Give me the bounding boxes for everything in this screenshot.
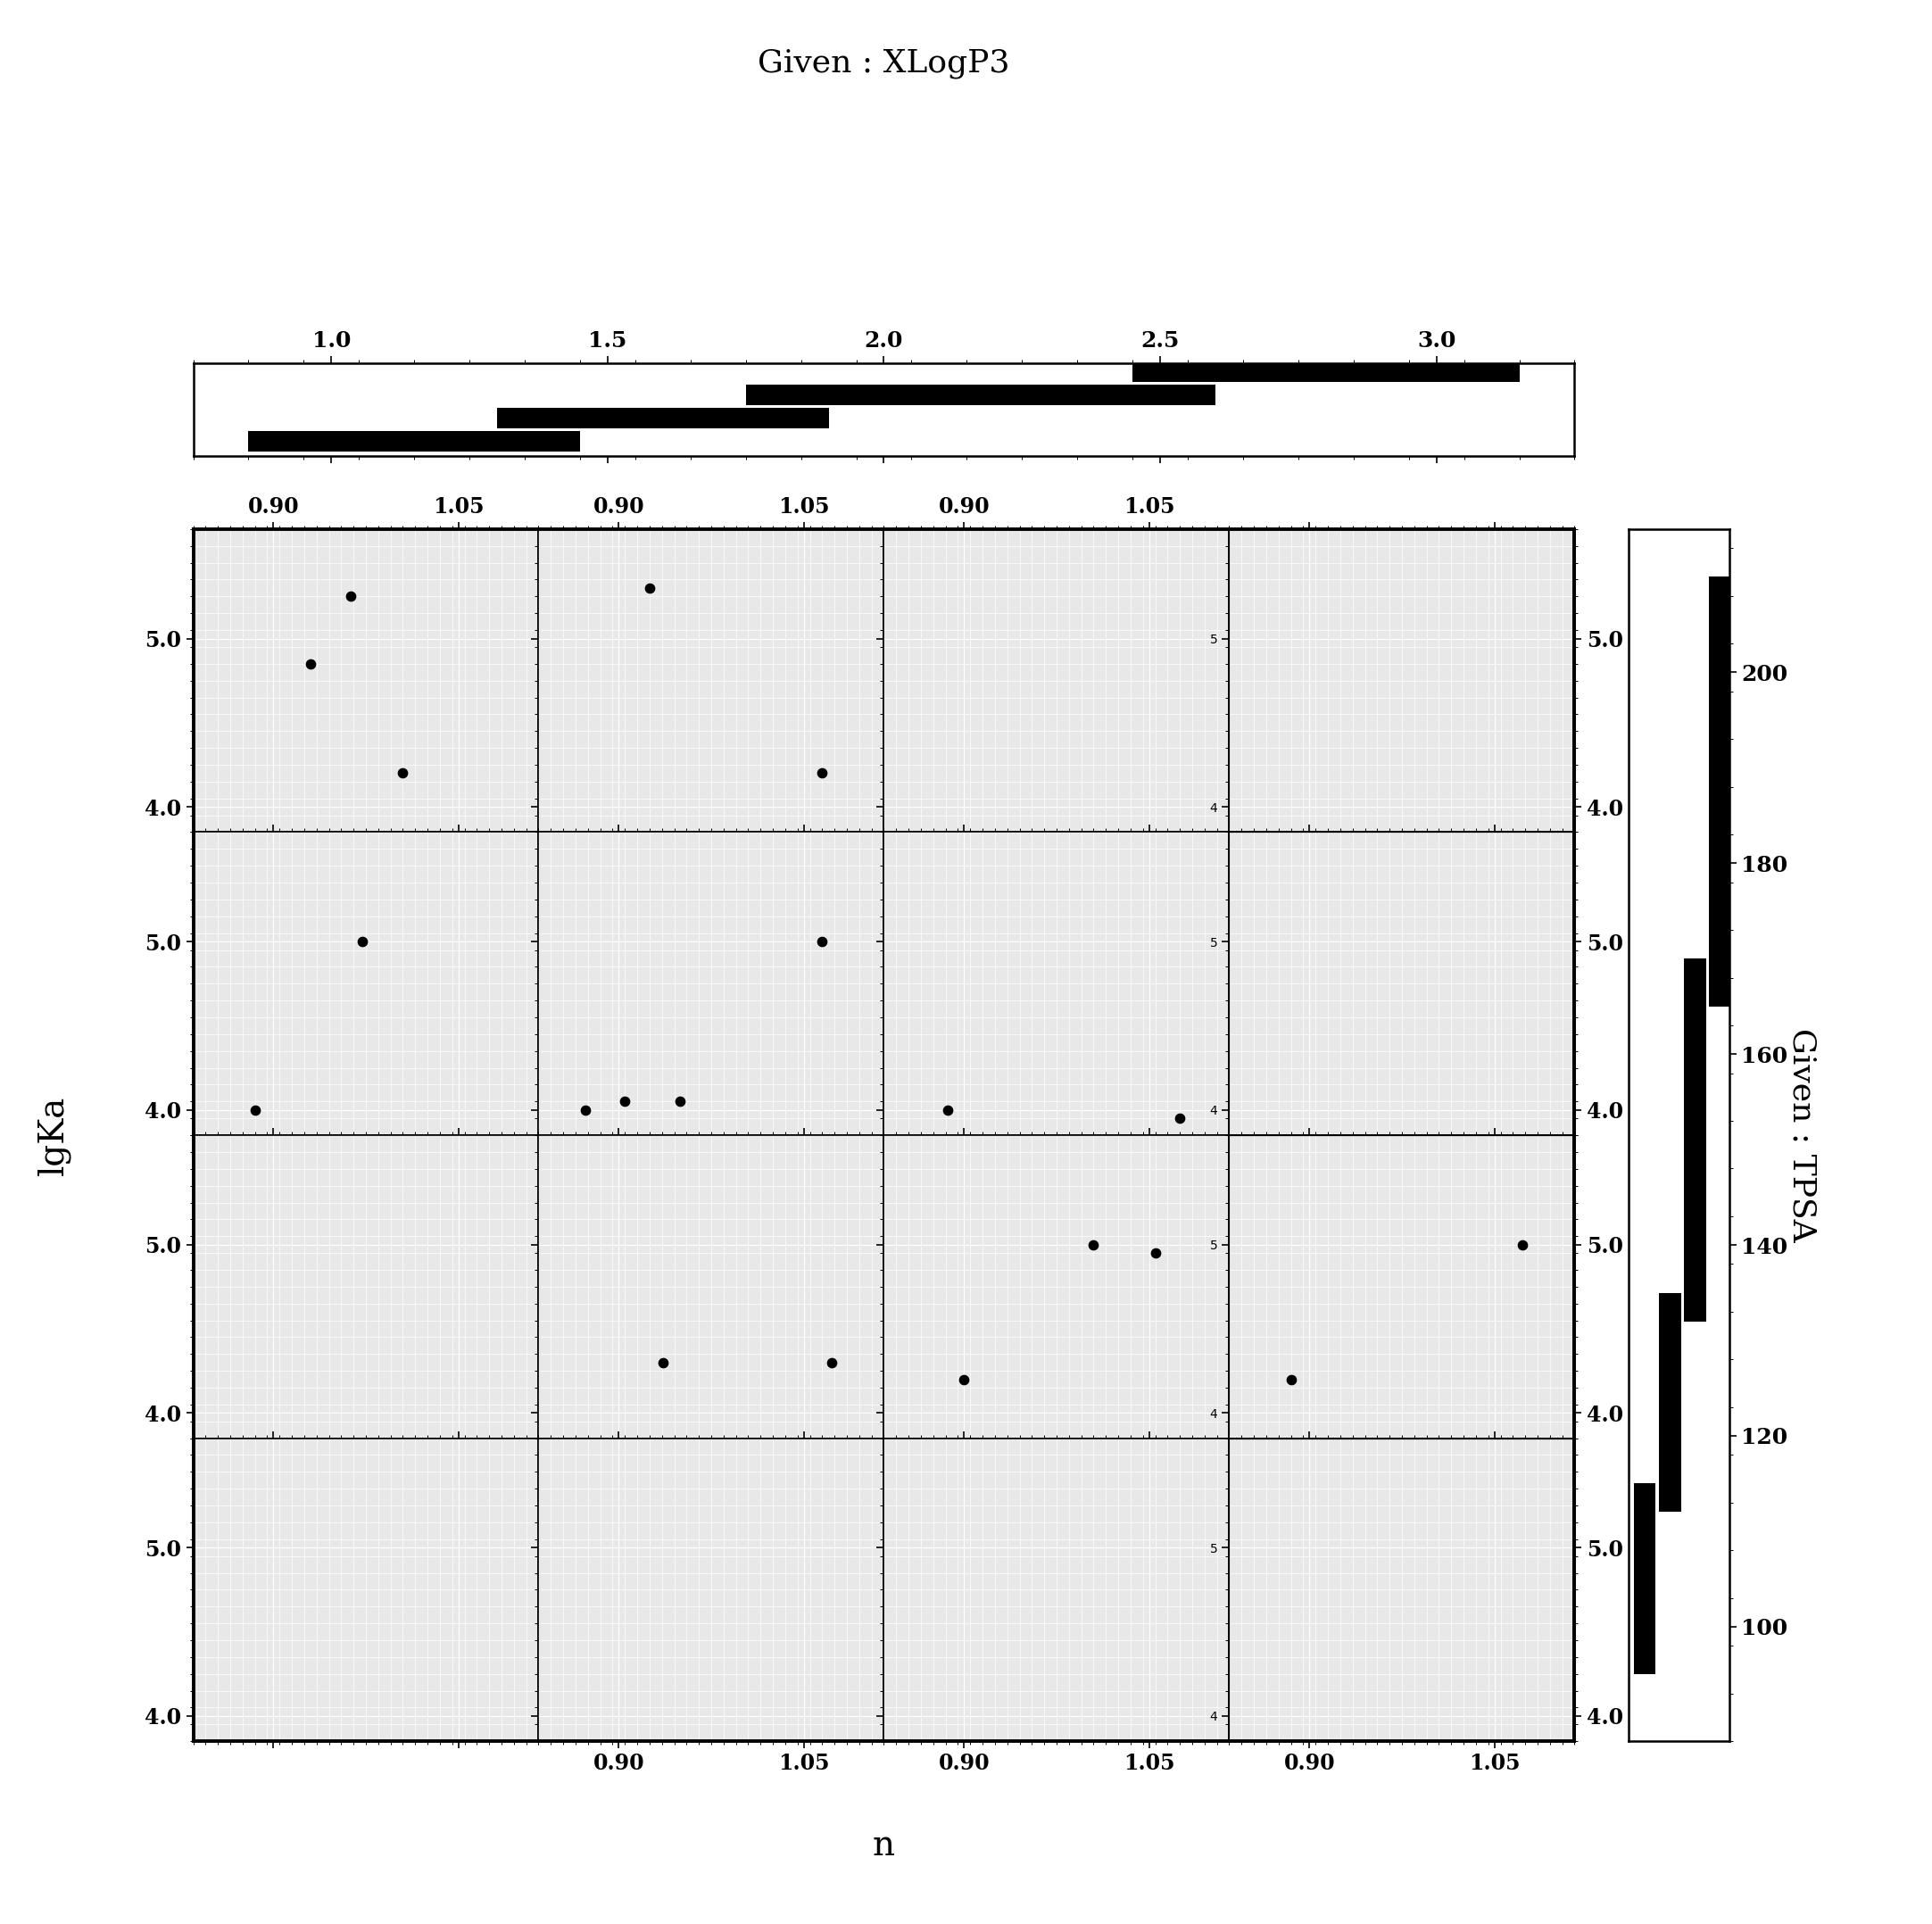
Point — [1430, 1751, 1461, 1782]
Point — [570, 1095, 601, 1126]
Point — [1140, 1237, 1171, 1268]
Point — [1275, 1364, 1306, 1395]
Point — [1387, 1759, 1418, 1789]
Point — [1014, 1532, 1045, 1562]
Point — [240, 1095, 270, 1126]
Bar — [497, 408, 829, 429]
Point — [634, 573, 665, 604]
Text: Given : XLogP3: Given : XLogP3 — [757, 48, 1010, 79]
Point — [1374, 1751, 1405, 1782]
Point — [336, 581, 367, 612]
Bar — [1660, 1293, 1681, 1512]
Point — [817, 1347, 848, 1378]
Text: n: n — [873, 1830, 895, 1862]
Bar — [1685, 958, 1706, 1322]
Bar — [1634, 1483, 1656, 1674]
Bar — [1132, 362, 1519, 383]
Point — [1503, 1751, 1534, 1782]
Point — [949, 1364, 980, 1395]
Point — [933, 1095, 964, 1126]
Point — [1041, 1818, 1072, 1849]
Point — [388, 758, 419, 789]
Point — [665, 1085, 696, 1116]
Text: lgKa: lgKa — [37, 1095, 71, 1176]
Point — [1155, 1759, 1186, 1789]
Point — [808, 758, 838, 789]
Point — [609, 1085, 639, 1116]
Point — [296, 648, 327, 679]
Point — [918, 1541, 949, 1572]
Text: Given : TPSA: Given : TPSA — [1787, 1027, 1818, 1243]
Bar — [249, 431, 580, 452]
Bar — [746, 385, 1215, 406]
Point — [808, 925, 838, 956]
Bar — [1710, 577, 1731, 1006]
Point — [1165, 1102, 1196, 1133]
Point — [1078, 1229, 1109, 1260]
Point — [1507, 1229, 1538, 1260]
Point — [1150, 1751, 1180, 1782]
Point — [346, 925, 377, 956]
Point — [647, 1347, 678, 1378]
